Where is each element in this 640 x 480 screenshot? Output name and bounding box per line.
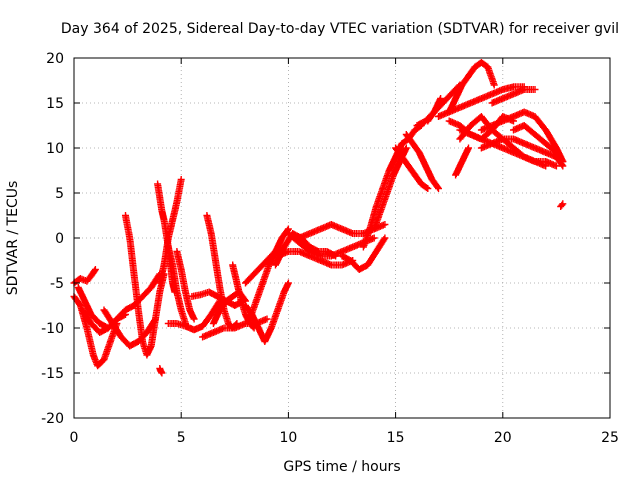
series-markers (173, 248, 198, 323)
y-tick-label: -10 (41, 321, 64, 337)
series-markers (392, 144, 432, 192)
series-track-35 (488, 86, 539, 107)
y-axis-label: SDTVAR / TECUs (5, 181, 21, 296)
series-track-29 (402, 131, 442, 192)
y-tick-label: -20 (41, 411, 64, 427)
series-markers (488, 86, 539, 107)
series-markers (424, 95, 445, 125)
x-tick-label: 25 (601, 430, 619, 446)
series-markers (359, 122, 425, 251)
series-track-28 (392, 144, 432, 192)
series-track-06 (122, 212, 168, 359)
x-tick-label: 5 (177, 430, 186, 446)
series-track-25 (338, 234, 389, 273)
x-tick-label: 10 (279, 430, 297, 446)
x-tick-label: 20 (494, 430, 512, 446)
series-markers (557, 200, 567, 210)
series-track-17 (229, 261, 258, 332)
series-track-34 (435, 83, 528, 120)
series-markers (435, 83, 528, 120)
grid-layer (74, 58, 610, 418)
x-tick-label: 15 (387, 430, 405, 446)
series-track-20 (242, 243, 284, 287)
series-track-26 (359, 122, 425, 251)
series-markers (122, 212, 168, 359)
series-track-12 (156, 365, 166, 377)
series-markers (452, 144, 472, 179)
series-track-11 (173, 248, 198, 323)
tick-layer: 0 5 10 15 20 25 -20 -15 -10 -5 0 5 10 15 20 (41, 51, 619, 446)
series-track-09 (164, 297, 224, 334)
series-markers (274, 248, 357, 269)
series-markers (164, 297, 224, 334)
y-tick-label: 5 (55, 186, 64, 202)
data-layer (70, 59, 567, 377)
series-track-42 (557, 200, 567, 210)
chart-title: Day 364 of 2025, Sidereal Day-to-day VTE… (61, 21, 619, 37)
series-track-10 (164, 243, 189, 327)
series-markers (164, 243, 189, 327)
series-markers (242, 243, 284, 287)
y-tick-label: 0 (55, 231, 64, 247)
y-tick-label: 15 (46, 96, 64, 112)
y-tick-label: -5 (50, 276, 64, 292)
series-markers (229, 261, 258, 332)
y-tick-label: 20 (46, 51, 64, 67)
series-track-31 (424, 95, 445, 125)
series-markers (510, 122, 567, 165)
series-track-40 (510, 122, 567, 165)
y-tick-label: -15 (41, 366, 64, 382)
series-track-41 (452, 144, 472, 179)
series-track-22 (274, 248, 357, 269)
x-axis-label: GPS time / hours (283, 459, 400, 475)
series-markers (402, 131, 442, 192)
y-tick-label: 10 (46, 141, 64, 157)
series-markers (338, 234, 389, 273)
series-markers (156, 365, 166, 377)
x-tick-label: 0 (70, 430, 79, 446)
